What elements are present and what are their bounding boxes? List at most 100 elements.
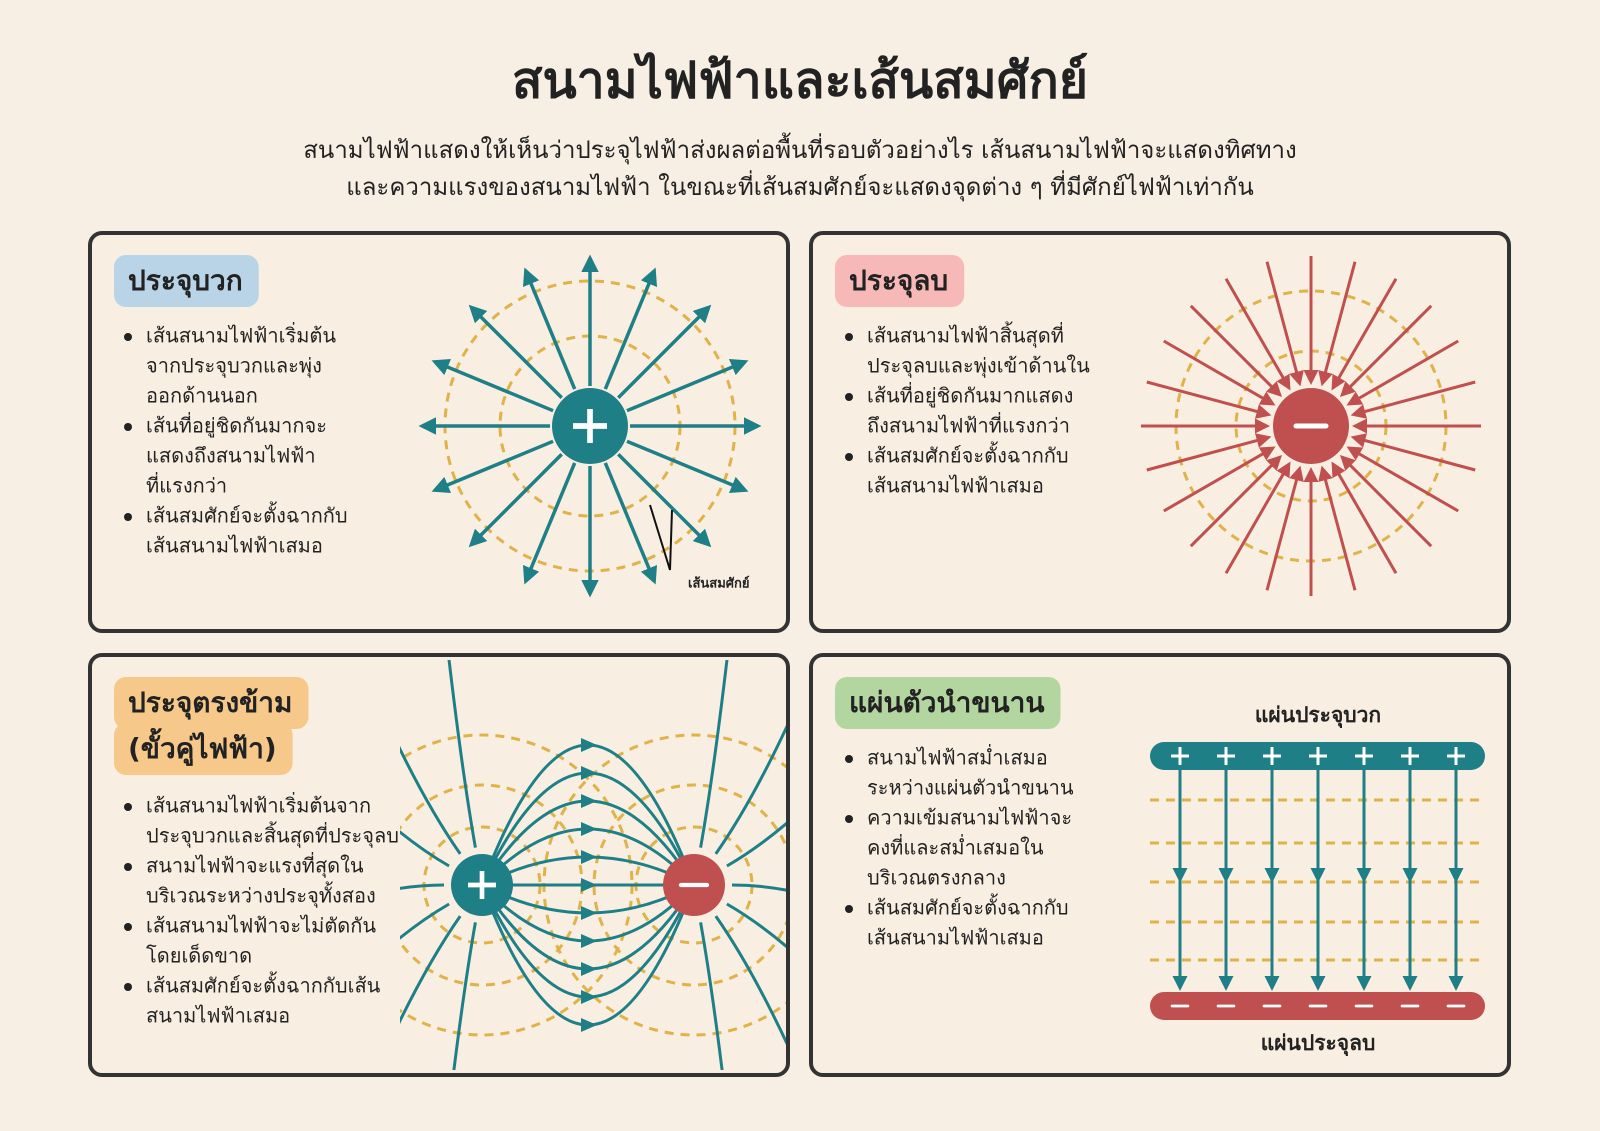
field-arrow [581,738,597,752]
field-line [617,304,712,399]
field-line [603,462,658,585]
bullet-dot [845,333,853,341]
bullet-text: บริเวณตรงกลาง [867,866,1006,890]
field-arrow [581,850,597,864]
bullet-text: จากประจุบวกและพุ่ง [146,354,322,379]
bullet-text: บริเวณระหว่างประจุทั้งสอง [146,882,376,909]
field-line [714,915,786,1046]
bullet-dot [124,513,132,521]
annotation-label: เส้นสมศักย์ [688,576,750,592]
field-line [400,745,462,855]
bullet-text: แสดงถึงสนามไฟฟ้า [146,444,316,468]
bullet-dot [845,755,853,763]
bullet-text: ถึงสนามไฟฟ้าที่แรงกว่า [867,412,1070,438]
field-line [522,267,577,390]
bullet-dot [845,393,853,401]
plate-label: แผ่นประจุบวก [1255,703,1381,729]
field-line [1265,465,1304,591]
bullet-dot [124,983,132,991]
field-line [699,660,729,848]
badge: แผ่นตัวนำขนาน [835,677,1061,729]
field-line [522,462,577,585]
panel-title: ประจุบวก [128,264,243,298]
field-line [1224,461,1291,574]
bullet-text: โดยเด็ดขาด [146,943,252,968]
field-line [1346,446,1459,513]
field-line [1339,454,1433,548]
field-arrow [581,822,597,836]
panel-title: ประจุลบ [849,264,948,298]
badge: (ขั้วคู่ไฟฟ้า) [114,723,293,775]
field-line [617,453,712,548]
field-arrow [581,934,597,948]
field-line [699,922,724,1070]
field-line [1350,380,1476,419]
field-line [452,922,477,1070]
bullet-text: สนามไฟฟ้าจะแรงที่สุดใน [146,852,364,879]
field-line [731,883,786,892]
annotation-pointer [649,504,673,571]
field-line [447,660,477,848]
plate-label: แผ่นประจุลบ [1261,1031,1376,1057]
field-line [400,883,445,890]
bullet-dot [845,905,853,913]
field-line [1224,278,1291,391]
panel-title: ประจุตรงข้าม [128,686,292,720]
bullet-text: เส้นสนามไฟฟ้าเสมอ [146,534,323,558]
bullet-text: เส้นที่อยู่ชิดกันมากแสดง [867,382,1073,409]
field-line [1318,465,1357,591]
badge: ประจุบวก [114,255,259,307]
bullet-text: ความเข้มสนามไฟฟ้าจะ [867,806,1072,830]
field-line [400,830,450,868]
bullet-text: เส้นที่อยู่ชิดกันมากจะ [146,412,327,439]
bullet-dot [124,333,132,341]
panel-title: แผ่นตัวนำขนาน [849,686,1045,719]
badge-bg [835,255,965,307]
field-arrow [581,990,597,1004]
field-line [726,821,786,868]
badge-bg [835,677,1061,729]
field-arrow [581,766,597,780]
bullet-dot [124,923,132,931]
field-line [1189,454,1283,548]
bullet-text: สนามไฟฟ้าเสมอ [146,1004,290,1028]
bullet-text: ออกด้านนอก [146,384,258,408]
field-arrow [581,906,597,920]
field-line [431,439,554,494]
bullet-text: ประจุลบและพุ่งเข้าด้านใน [867,354,1090,379]
field-line [726,902,786,949]
bullet-text: ระหว่างแผ่นตัวนำขนาน [867,776,1074,800]
field-line [714,724,786,855]
field-line [1163,339,1276,406]
field-line [1163,446,1276,513]
field-line [431,358,554,413]
badge-bg [114,255,259,307]
bullet-text: เส้นสนามไฟฟ้าเริ่มต้นจาก [146,792,371,818]
bullet-text: เส้นสนามไฟฟ้าสิ้นสุดที่ [867,322,1064,349]
field-arrow [581,1018,597,1032]
badge-bg [114,677,309,729]
field-line [1146,380,1272,419]
bullet-dot [124,803,132,811]
field-line [1318,261,1357,387]
badge: ประจุลบ [835,255,965,307]
bullet-text: สนามไฟฟ้าสม่ำเสมอ [867,744,1048,770]
bullet-text: เส้นสมศักย์จะตั้งฉากกับ [867,894,1069,920]
bullet-dot [845,453,853,461]
bullet-dot [124,423,132,431]
bullet-text: เส้นสมศักย์จะตั้งฉากกับ [146,502,348,528]
field-line [1331,461,1398,574]
bullet-dot [124,863,132,871]
badge-bg [114,723,293,775]
bullet-text: เส้นสนามไฟฟ้าเสมอ [867,926,1044,950]
field-line [603,267,658,390]
subtitle: สนามไฟฟ้าแสดงให้เห็นว่าประจุไฟฟ้าส่งผลต่… [303,132,1296,165]
badge: ประจุตรงข้าม [114,677,309,729]
field-line [1265,261,1304,387]
field-line [400,902,450,940]
bullet-text: ที่แรงกว่า [146,472,227,498]
field-line [1331,278,1398,391]
field-line [468,304,563,399]
